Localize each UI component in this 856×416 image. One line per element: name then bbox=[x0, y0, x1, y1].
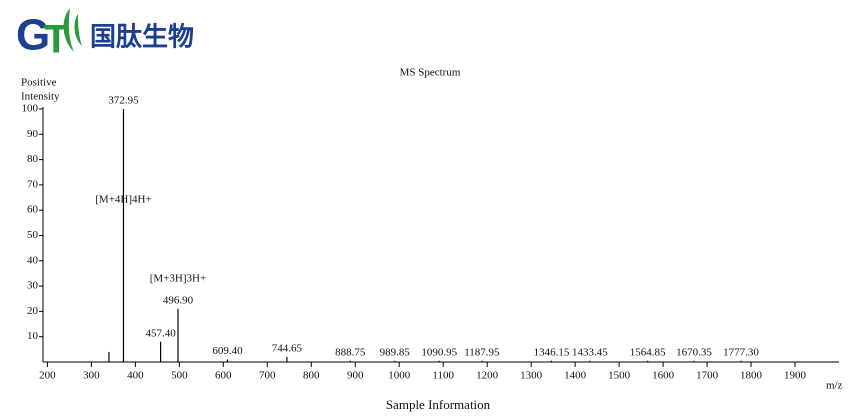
peak-label: 1346.15 bbox=[534, 346, 570, 358]
x-tick-label: 1400 bbox=[564, 370, 587, 382]
y-tick-label: 10 bbox=[27, 330, 39, 342]
peak-label: 989.85 bbox=[380, 346, 411, 358]
logo: G T 国肽生物 bbox=[16, 8, 194, 62]
peak-annotation: [M+3H]3H+ bbox=[150, 272, 206, 284]
x-tick-label: 1800 bbox=[740, 370, 763, 382]
peak-annotation: [M+4H]4H+ bbox=[95, 194, 151, 206]
x-tick-label: 800 bbox=[303, 370, 320, 382]
y-tick-label: 80 bbox=[27, 153, 39, 165]
logo-text: 国肽生物 bbox=[90, 23, 194, 53]
x-tick-label: 1300 bbox=[520, 370, 543, 382]
x-tick-label: 1500 bbox=[608, 370, 631, 382]
x-tick-label: 1000 bbox=[388, 370, 411, 382]
x-tick-label: 1600 bbox=[652, 370, 675, 382]
x-tick-label: 1100 bbox=[432, 370, 454, 382]
y-tick-label: 50 bbox=[27, 229, 39, 241]
y-tick-label: 100 bbox=[22, 103, 39, 115]
y-tick-label: 70 bbox=[27, 178, 39, 190]
peak-label: 1670.35 bbox=[676, 346, 712, 358]
y-tick-label: 90 bbox=[27, 128, 39, 140]
chart-title: MS Spectrum bbox=[400, 67, 461, 79]
peak-label: 372.95 bbox=[108, 95, 139, 107]
x-tick-label: 200 bbox=[39, 370, 56, 382]
x-tick-label: 400 bbox=[127, 370, 144, 382]
peak-label: 1187.95 bbox=[464, 346, 500, 358]
x-tick-label: 500 bbox=[171, 370, 188, 382]
x-tick-label: 1700 bbox=[696, 370, 719, 382]
y-tick-label: 40 bbox=[27, 254, 39, 266]
y-axis-label: Positive bbox=[21, 77, 57, 89]
x-tick-label: 900 bbox=[347, 370, 364, 382]
peak-label: 1777.30 bbox=[723, 346, 759, 358]
y-tick-label: 30 bbox=[27, 280, 39, 292]
peak-label: 1090.95 bbox=[421, 346, 457, 358]
peak-label: 1564.85 bbox=[630, 346, 666, 358]
caption: Sample Information bbox=[386, 397, 491, 412]
x-tick-label: 1900 bbox=[784, 370, 807, 382]
y-tick-label: 60 bbox=[27, 204, 39, 216]
peak-label: 496.90 bbox=[163, 294, 194, 306]
y-axis-label: Intensity bbox=[21, 91, 60, 103]
x-axis-label: m/z bbox=[826, 380, 843, 392]
peak-label: 888.75 bbox=[335, 346, 366, 358]
peak-label: 609.40 bbox=[212, 345, 243, 357]
x-tick-label: 700 bbox=[259, 370, 276, 382]
x-tick-label: 1200 bbox=[476, 370, 499, 382]
logo-leaf bbox=[63, 8, 82, 52]
peak-label: 744.65 bbox=[272, 342, 303, 354]
peak-label: 457.40 bbox=[145, 327, 176, 339]
x-tick-label: 600 bbox=[215, 370, 232, 382]
x-tick-label: 300 bbox=[83, 370, 100, 382]
logo-letter: G bbox=[16, 11, 50, 60]
peak-label: 1433.45 bbox=[572, 346, 608, 358]
y-tick-label: 20 bbox=[27, 305, 39, 317]
